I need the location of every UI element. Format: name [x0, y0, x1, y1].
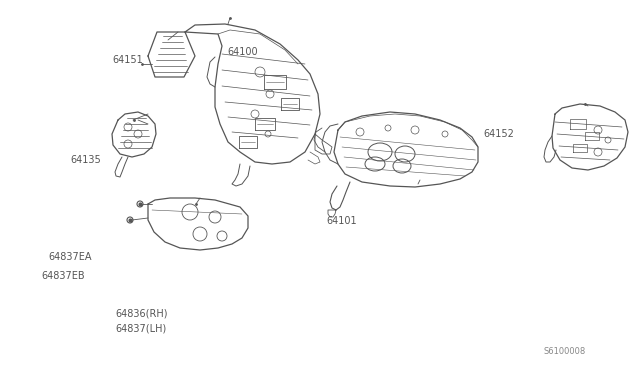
- Text: 64101: 64101: [326, 217, 357, 226]
- Text: 64152: 64152: [483, 129, 514, 139]
- Text: 64837EB: 64837EB: [42, 271, 85, 281]
- Text: 64837(LH): 64837(LH): [115, 323, 166, 333]
- Text: 64100: 64100: [227, 47, 258, 57]
- Text: 64836(RH): 64836(RH): [115, 308, 168, 318]
- Text: S6100008: S6100008: [543, 347, 586, 356]
- Text: 64837EA: 64837EA: [48, 252, 92, 262]
- Text: 64151: 64151: [112, 55, 143, 64]
- Text: 64135: 64135: [70, 155, 101, 165]
